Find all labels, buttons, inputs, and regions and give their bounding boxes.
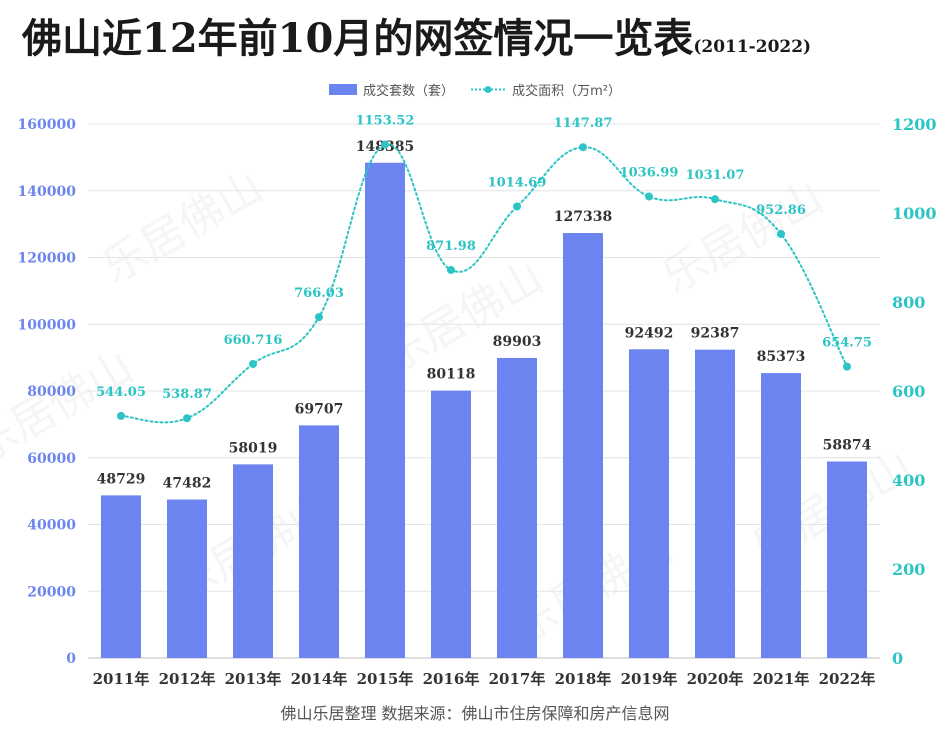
x-tick-label: 2022年 — [819, 670, 876, 688]
line-point — [777, 229, 785, 238]
line-point — [381, 140, 389, 149]
bar-data-label: 58019 — [229, 440, 278, 456]
chart-legend: 成交套数（套） 成交面积（万m²） — [0, 80, 950, 99]
bar — [365, 162, 405, 658]
bar-data-label: 47482 — [163, 476, 212, 492]
bar-data-label: 69707 — [295, 401, 344, 417]
line-data-label: 544.05 — [96, 385, 146, 400]
bar-data-label: 80118 — [427, 367, 476, 383]
y-axis-left: 0 20000 40000 60000 80000 100000 120000 140000 1… — [18, 117, 77, 667]
bar-data-label: 92387 — [691, 326, 740, 342]
line-data-label: 1031.07 — [686, 168, 745, 183]
bar-data-label: 127338 — [554, 209, 612, 225]
line-data-label: 538.87 — [162, 387, 212, 402]
x-tick-label: 2017年 — [489, 670, 546, 688]
legend-item-line: 成交面积（万m²） — [470, 80, 621, 99]
watermark-text: 乐居佛山 — [94, 161, 272, 293]
line-data-label: 1147.87 — [554, 116, 613, 131]
y-right-tick-label: 800 — [892, 293, 925, 312]
bar — [167, 499, 207, 658]
chart-title-sub: (2011-2022) — [693, 37, 812, 57]
legend-label-line: 成交面积（万m²） — [512, 84, 621, 99]
y-right-tick-label: 1200 — [892, 115, 937, 134]
bar — [761, 373, 801, 658]
line-point — [249, 359, 257, 368]
x-tick-label: 2011年 — [93, 670, 150, 688]
chart-title-main: 佛山近12年前10月的网签情况一览表 — [22, 15, 694, 62]
legend-swatch-line — [471, 86, 506, 93]
line-point — [843, 362, 851, 371]
y-left-tick-label: 20000 — [27, 584, 76, 600]
line-point — [645, 192, 653, 201]
legend-item-bar: 成交套数（套） — [329, 80, 454, 99]
line-point — [183, 414, 191, 423]
grid-lines — [88, 123, 880, 659]
y-left-tick-label: 160000 — [18, 117, 77, 133]
bar — [233, 464, 273, 658]
y-left-tick-label: 100000 — [18, 317, 77, 333]
line-data-label: 1036.99 — [620, 166, 679, 181]
x-tick-label: 2016年 — [423, 670, 480, 688]
x-tick-label: 2019年 — [621, 670, 678, 688]
line-point — [117, 411, 125, 420]
line-point — [711, 195, 719, 204]
y-left-tick-label: 140000 — [18, 184, 77, 200]
bar — [563, 233, 603, 658]
legend-label-bar: 成交套数（套） — [363, 84, 455, 99]
x-axis: 2011年 2012年 2013年 2014年 2015年 2016年 2017年 2018年… — [93, 670, 876, 688]
x-tick-label: 2018年 — [555, 670, 612, 688]
line-point — [315, 313, 323, 322]
y-left-tick-label: 60000 — [27, 451, 76, 467]
bar-series — [101, 162, 867, 658]
y-left-tick-label: 80000 — [27, 384, 76, 400]
line-data-label: 766.03 — [294, 286, 344, 301]
bar-data-label: 58874 — [823, 438, 872, 454]
line-point — [579, 143, 587, 152]
y-axis-right: 0 200 400 600 800 1000 1200 — [892, 115, 937, 668]
bar — [497, 357, 537, 658]
line-data-label: 1153.52 — [356, 114, 415, 129]
bar-data-label: 48729 — [97, 471, 146, 487]
bar — [695, 349, 735, 658]
legend-swatch-bar — [329, 84, 358, 95]
line-data-label: 952.86 — [756, 203, 806, 218]
x-tick-label: 2020年 — [687, 670, 744, 688]
bar — [827, 461, 867, 658]
y-right-tick-label: 1000 — [892, 204, 937, 223]
x-tick-label: 2012年 — [159, 670, 216, 688]
y-left-tick-label: 0 — [66, 651, 76, 667]
y-right-tick-label: 600 — [892, 382, 925, 401]
bar — [629, 349, 669, 658]
line-data-label: 1014.69 — [488, 175, 547, 190]
line-point — [513, 202, 521, 211]
bar-data-label: 89903 — [493, 334, 542, 350]
bar — [101, 495, 141, 658]
line-data-label: 660.716 — [224, 333, 283, 348]
x-tick-label: 2014年 — [291, 670, 348, 688]
line-labels: 544.05 538.87 660.716 766.03 1153.52 871.98 10… — [96, 114, 872, 403]
y-right-tick-label: 400 — [892, 471, 925, 490]
bar — [299, 425, 339, 658]
bar — [431, 390, 471, 658]
line-data-label: 871.98 — [426, 239, 476, 254]
source-footer: 佛山乐居整理 数据来源：佛山市住房保障和房产信息网 — [280, 704, 670, 723]
x-tick-label: 2021年 — [753, 670, 810, 688]
x-tick-label: 2013年 — [225, 670, 282, 688]
line-path — [120, 143, 848, 424]
bar-data-label: 92492 — [625, 325, 674, 341]
chart-title: 佛山近12年前10月的网签情况一览表(2011-2022) — [22, 6, 811, 64]
line-data-label: 654.75 — [822, 336, 872, 351]
x-tick-label: 2015年 — [357, 670, 414, 688]
line-series — [117, 140, 851, 424]
y-left-tick-label: 40000 — [27, 518, 76, 534]
bar-data-label: 85373 — [757, 349, 806, 365]
y-left-tick-label: 120000 — [18, 251, 77, 267]
y-right-tick-label: 200 — [892, 560, 925, 579]
y-right-tick-label: 0 — [892, 649, 903, 668]
line-point — [447, 265, 455, 274]
